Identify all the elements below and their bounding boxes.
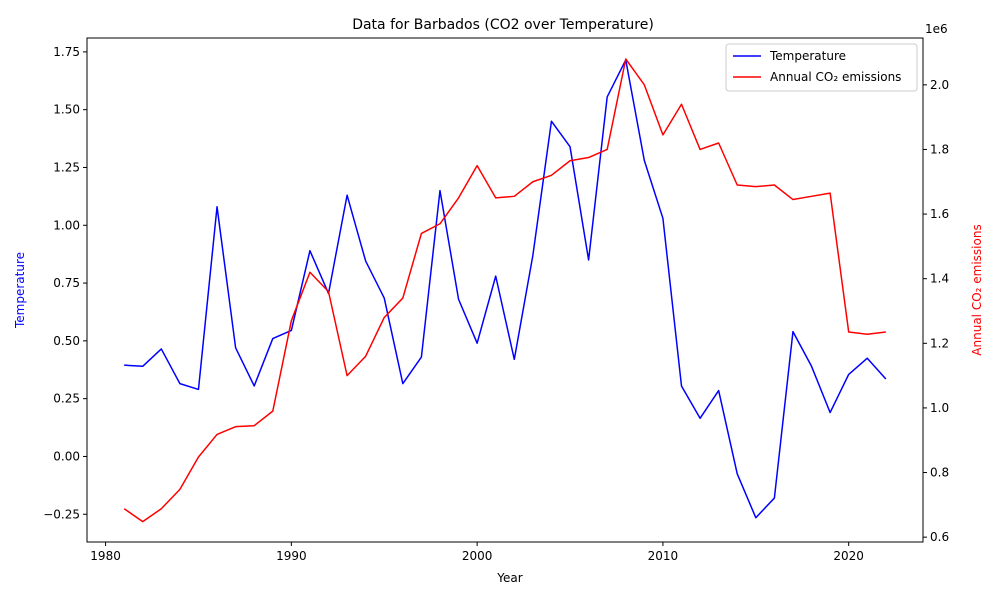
right-axis-title: Annual CO₂ emissions [970,224,984,355]
legend-label-co2: Annual CO₂ emissions [770,70,901,84]
chart-title: Data for Barbados (CO2 over Temperature) [352,17,654,33]
legend: Temperature Annual CO₂ emissions [725,43,918,92]
left-y-tick-label: −0.25 [43,507,80,521]
x-tick-label: 2020 [833,549,864,563]
right-y-tick-label: 0.8 [930,466,949,480]
right-y-tick-label: 1.8 [930,142,949,156]
right-y-tick-label: 2.0 [930,78,949,92]
x-tick-label: 2010 [648,549,679,563]
right-y-tick-label: 1.6 [930,207,949,221]
plot-lines [123,58,887,523]
x-tick-label: 1980 [90,549,121,563]
left-y-tick-label: 0.50 [53,334,80,348]
right-axis-offset-text: 1e6 [925,22,948,36]
plot-frame [86,37,924,543]
x-tick-label: 2000 [462,549,493,563]
temperature-line [124,59,887,519]
x-tick-label: 1990 [276,549,307,563]
left-y-tick-label: 0.00 [53,449,80,463]
right-y-tick-label: 1.4 [930,272,949,286]
left-y-tick-label: 0.25 [53,392,80,406]
right-y-tick-label: 1.2 [930,336,949,350]
left-y-tick-label: 1.00 [53,218,80,232]
legend-label-temperature: Temperature [769,49,846,63]
right-y-tick-label: 1.0 [930,401,949,415]
left-y-axis: −0.25 0.00 0.25 0.50 0.75 1.00 1.25 1.50 1.75 [43,45,87,521]
right-y-tick-label: 0.6 [930,530,949,544]
left-y-tick-label: 1.50 [53,103,80,117]
x-axis: 1980 1990 2000 2010 2020 [90,542,864,563]
left-y-tick-label: 1.25 [53,160,80,174]
co2-emissions-line [123,58,886,523]
left-y-tick-label: 1.75 [53,45,80,59]
legend-box [725,43,918,92]
left-y-tick-label: 0.75 [53,276,80,290]
left-axis-title: Temperature [13,252,27,329]
right-y-axis: 0.6 0.8 1.0 1.2 1.4 1.6 1.8 2.0 [923,78,949,544]
x-axis-title: Year [496,571,522,585]
